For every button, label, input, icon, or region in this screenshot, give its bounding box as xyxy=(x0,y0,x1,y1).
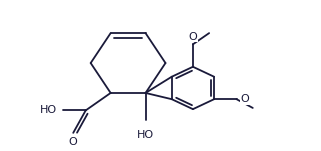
Text: HO: HO xyxy=(137,130,154,140)
Text: O: O xyxy=(69,137,78,147)
Text: HO: HO xyxy=(40,105,57,115)
Text: O: O xyxy=(188,32,197,42)
Text: O: O xyxy=(240,94,249,104)
